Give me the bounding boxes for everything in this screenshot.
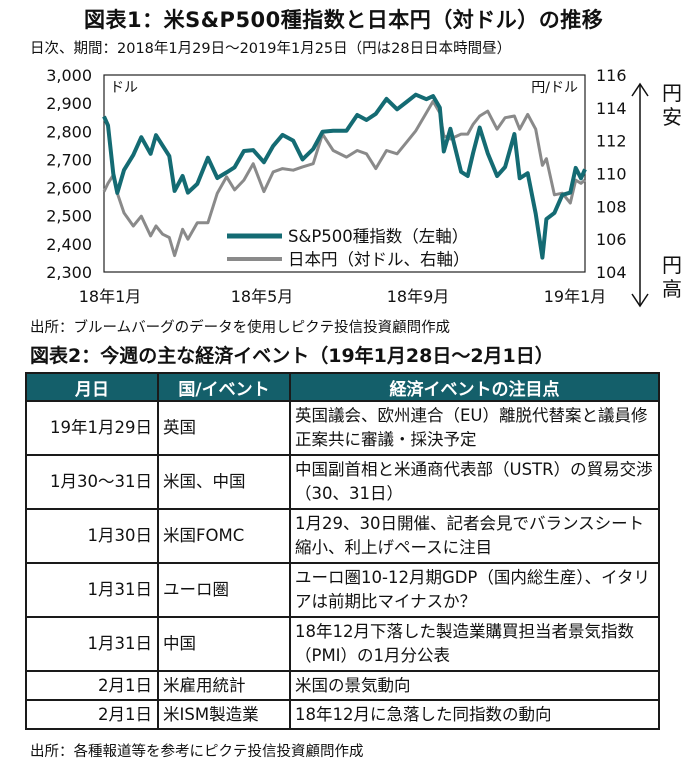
left-tick-label: 3,000 <box>46 66 92 85</box>
header-note: 経済イベントの注目点 <box>289 372 660 402</box>
line-chart: 2,300 2,400 2,500 2,600 2,700 2,800 2,900 3,000… <box>46 66 682 308</box>
plot-area <box>103 74 586 273</box>
row-country: 米国、中国 <box>157 454 291 510</box>
row-date: 1月30日 <box>25 508 159 564</box>
left-tick-label: 2,800 <box>46 122 92 141</box>
table-row: 1月31日 中国 18年12月下落した製造業購買担当者景気指数（PMI）の1月分… <box>25 616 660 672</box>
header-country: 国/イベント <box>157 372 291 402</box>
table-row: 1月31日 ユーロ圏 ユーロ圏10-12月期GDP（国内総生産）、イタリアは前期… <box>25 562 660 618</box>
table-row: 1月30日 米国FOMC 1月29、30日開催、記者会見でバランスシート縮小、利… <box>25 508 660 564</box>
table-row: 1月30～31日 米国、中国 中国副首相と米通商代表部（USTR）の貿易交渉（3… <box>25 454 660 510</box>
yen-direction-arrow <box>631 82 649 308</box>
chart-subtitle: 日次、期間：2018年1月29日～2019年1月25日（円は28日日本時間昼） <box>30 41 512 57</box>
right-tick-label: 108 <box>596 197 627 216</box>
right-tick-label: 106 <box>596 230 627 249</box>
x-tick-label: 18年5月 <box>231 287 294 306</box>
right-tick-label: 114 <box>596 99 627 118</box>
legend: S&P500種指数（左軸） 日本円（対ドル、右軸） <box>227 227 470 269</box>
events-table: 月日 国/イベント 経済イベントの注目点 19年1月29日 英国 英国議会、欧州… <box>25 372 660 730</box>
row-country: 米雇用統計 <box>157 670 291 701</box>
row-country: 米ISM製造業 <box>157 699 291 730</box>
row-date: 1月31日 <box>25 562 159 618</box>
x-tick-label: 18年9月 <box>387 287 450 306</box>
legend-label-yen: 日本円（対ドル、右軸） <box>288 250 470 269</box>
row-country: ユーロ圏 <box>157 562 291 618</box>
row-date: 2月1日 <box>25 699 159 730</box>
right-axis-unit: 円/ドル <box>531 80 578 96</box>
chart-title: 図表1：米S&P500種指数と日本円（対ドル）の推移 <box>84 8 604 32</box>
row-note: 18年12月下落した製造業購買担当者景気指数（PMI）の1月分公表 <box>289 616 660 672</box>
row-note: ユーロ圏10-12月期GDP（国内総生産）、イタリアは前期比マイナスか？ <box>289 562 660 618</box>
chart-source: 出所：ブルームバーグのデータを使用しピクテ投信投資顧問作成 <box>30 320 451 336</box>
row-country: 中国 <box>157 616 291 672</box>
legend-label-sp500: S&P500種指数（左軸） <box>288 227 468 246</box>
table-source: 出所：各種報道等を参考にピクテ投信投資顧問作成 <box>30 744 364 760</box>
row-date: 1月30～31日 <box>25 454 159 510</box>
right-tick-label: 112 <box>596 132 627 151</box>
header-date: 月日 <box>25 372 159 402</box>
right-tick-label: 110 <box>596 165 627 184</box>
row-country: 米国FOMC <box>157 508 291 564</box>
left-tick-label: 2,900 <box>46 94 92 113</box>
left-tick-label: 2,400 <box>46 235 92 254</box>
right-tick-label: 116 <box>596 66 627 85</box>
row-date: 1月31日 <box>25 616 159 672</box>
table-row: 2月1日 米ISM製造業 18年12月に急落した同指数の動向 <box>25 699 660 730</box>
row-note: 1月29、30日開催、記者会見でバランスシート縮小、利上げペースに注目 <box>289 508 660 564</box>
left-tick-label: 2,700 <box>46 150 92 169</box>
yen-strong-label: 円高 <box>662 253 682 301</box>
table-header-row: 月日 国/イベント 経済イベントの注目点 <box>25 372 660 402</box>
row-date: 19年1月29日 <box>25 400 159 456</box>
x-tick-label: 18年1月 <box>79 287 142 306</box>
row-note: 米国の景気動向 <box>289 670 660 701</box>
yen-weak-label: 円安 <box>662 81 682 129</box>
left-tick-label: 2,500 <box>46 207 92 226</box>
series-line-sp500 <box>102 92 587 260</box>
left-tick-label: 2,600 <box>46 179 92 198</box>
row-date: 2月1日 <box>25 670 159 701</box>
table-row: 2月1日 米雇用統計 米国の景気動向 <box>25 670 660 701</box>
row-country: 英国 <box>157 400 291 456</box>
row-note: 18年12月に急落した同指数の動向 <box>289 699 660 730</box>
table-row: 19年1月29日 英国 英国議会、欧州連合（EU）離脱代替案と議員修正案共に審議… <box>25 400 660 456</box>
table-title: 図表2：今週の主な経済イベント（19年1月28日～2月1日） <box>30 345 554 367</box>
row-note: 英国議会、欧州連合（EU）離脱代替案と議員修正案共に審議・採決予定 <box>289 400 660 456</box>
left-tick-label: 2,300 <box>46 263 92 282</box>
right-tick-label: 104 <box>596 263 627 282</box>
series-line-yen <box>102 99 586 258</box>
x-tick-label: 19年1月 <box>544 287 607 306</box>
left-axis-unit: ドル <box>110 80 138 96</box>
row-note: 中国副首相と米通商代表部（USTR）の貿易交渉（30、31日） <box>289 454 660 510</box>
